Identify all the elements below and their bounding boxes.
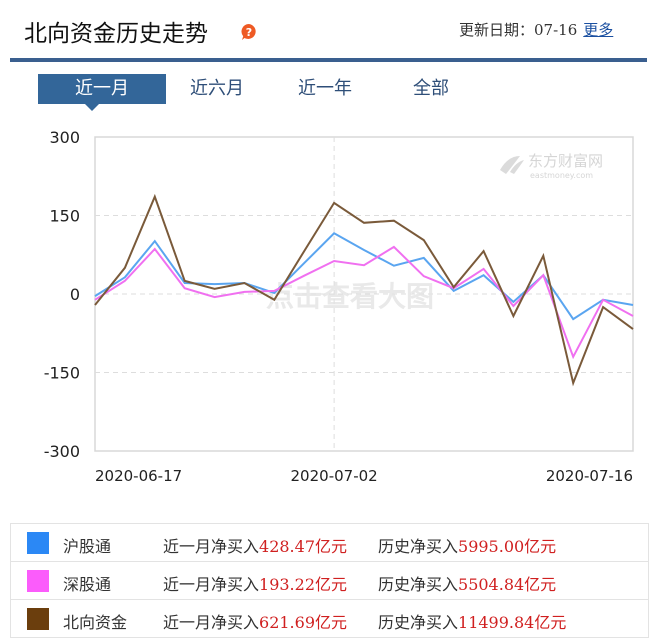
history-net-buy: 历史净买入11499.84亿元 — [378, 613, 567, 632]
legend-series-name: 沪股通 — [63, 537, 112, 556]
view-large-overlay[interactable]: 点击查看大图 — [266, 280, 434, 313]
series-line-1 — [94, 245, 634, 360]
svg-text:eastmoney.com: eastmoney.com — [530, 171, 593, 180]
tab-all[interactable]: 全部 — [413, 78, 449, 99]
legend-series-name: 深股通 — [63, 575, 112, 594]
legend-row: 沪股通 近一月净买入428.47亿元 历史净买入5995.00亿元 — [11, 524, 648, 562]
active-tab-caret — [85, 104, 99, 111]
legend-row: 北向资金 近一月净买入621.69亿元 历史净买入11499.84亿元 — [11, 600, 648, 638]
update-label: 更新日期： — [459, 21, 535, 39]
x-tick-label: 2020-07-02 — [291, 467, 378, 485]
history-net-buy: 历史净买入5504.84亿元 — [378, 575, 557, 594]
y-tick-label: 150 — [49, 207, 80, 226]
more-link[interactable]: 更多 — [583, 21, 614, 39]
y-tick-label: 300 — [49, 128, 80, 147]
line-chart[interactable]: 300 150 0 -150 -300 2020-06-17 2020-07-02 2020-… — [0, 120, 661, 500]
month-net-buy: 近一月净买入193.22亿元 — [163, 575, 348, 594]
month-net-buy: 近一月净买入428.47亿元 — [163, 537, 348, 556]
x-tick-label: 2020-06-17 — [95, 467, 182, 485]
y-tick-label: -150 — [44, 364, 80, 383]
y-tick-label: -300 — [44, 442, 80, 461]
page-title: 北向资金历史走势 — [24, 21, 208, 47]
month-net-buy: 近一月净买入621.69亿元 — [163, 613, 348, 632]
legend-table: 沪股通 近一月净买入428.47亿元 历史净买入5995.00亿元 深股通 近一月净买入… — [10, 523, 649, 638]
svg-text:?: ? — [246, 26, 252, 39]
history-net-buy: 历史净买入5995.00亿元 — [378, 537, 557, 556]
x-tick-label: 2020-07-16 — [546, 467, 633, 485]
series-line-2 — [94, 193, 634, 387]
y-tick-label: 0 — [70, 285, 80, 304]
tab-6-months[interactable]: 近六月 — [190, 78, 244, 99]
update-date: 07-16 — [534, 21, 578, 39]
svg-text:东方财富网: 东方财富网 — [528, 152, 603, 170]
tab-1-year[interactable]: 近一年 — [298, 78, 352, 99]
question-bubble-icon[interactable]: ? — [240, 23, 258, 41]
legend-series-name: 北向资金 — [63, 613, 128, 632]
tab-1-month[interactable]: 近一月 — [38, 74, 166, 104]
legend-swatch — [27, 532, 49, 554]
header-divider — [10, 58, 647, 62]
legend-row: 深股通 近一月净买入193.22亿元 历史净买入5504.84亿元 — [11, 562, 648, 600]
update-info: 更新日期：07-16 更多 — [459, 19, 613, 40]
legend-swatch — [27, 570, 49, 592]
legend-swatch — [27, 608, 49, 630]
